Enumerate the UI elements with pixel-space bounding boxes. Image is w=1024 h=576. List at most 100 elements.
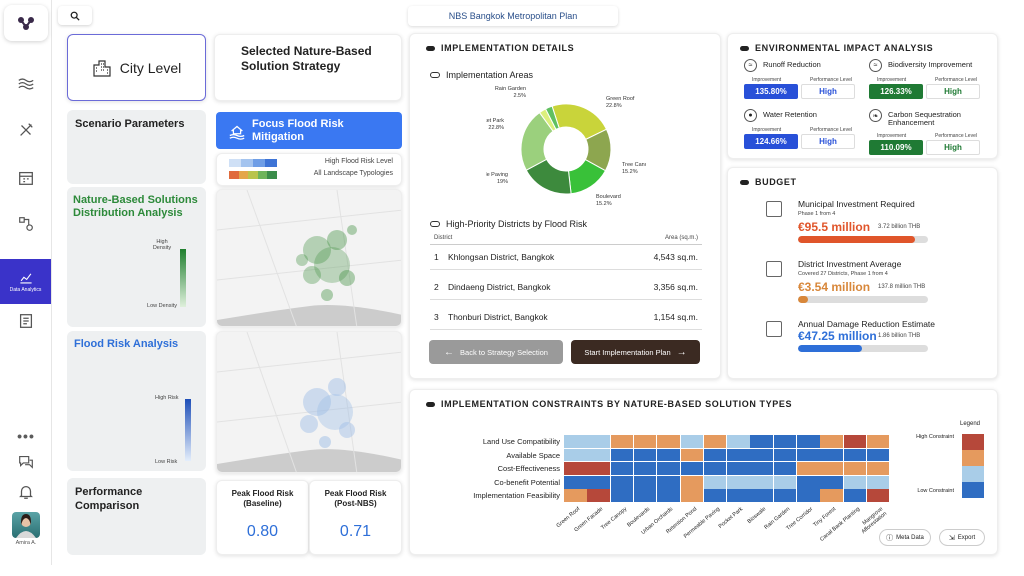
heatmap-cell[interactable] <box>797 435 820 448</box>
nav-tools[interactable] <box>10 114 42 146</box>
city-level-card[interactable]: City Level <box>67 34 206 101</box>
constraint-row-label: Land Use Compatibility <box>482 437 560 446</box>
heatmap-cell[interactable] <box>564 475 587 489</box>
heatmap-cell[interactable] <box>633 435 657 448</box>
heatmap-cell[interactable] <box>797 475 820 489</box>
heatmap-cell[interactable] <box>680 462 703 475</box>
heatmap-cell[interactable] <box>564 462 587 475</box>
heatmap-cell[interactable] <box>843 435 867 448</box>
donut-slice-label: Permeable Paving <box>486 172 508 178</box>
heatmap-cell[interactable] <box>727 435 750 448</box>
nav-calendar[interactable] <box>10 162 42 194</box>
nav-data-analytics[interactable]: Data Analytics <box>0 259 51 304</box>
heatmap-cell[interactable] <box>866 462 890 475</box>
heatmap-cell[interactable] <box>633 475 657 489</box>
heatmap-cell[interactable] <box>680 448 703 462</box>
heatmap-cell[interactable] <box>820 435 843 448</box>
heatmap-cell[interactable] <box>866 435 890 448</box>
heatmap-cell[interactable] <box>610 435 634 448</box>
donut-slice[interactable] <box>544 105 560 131</box>
nbs-density-map[interactable] <box>216 189 402 327</box>
heatmap-cell[interactable] <box>587 435 610 448</box>
flood-risk-map[interactable] <box>216 331 402 473</box>
heatmap-cell[interactable] <box>820 489 843 503</box>
nav-notifications[interactable] <box>10 476 42 508</box>
heatmap-cell[interactable] <box>564 489 587 503</box>
heatmap-cell[interactable] <box>610 475 634 489</box>
heatmap-cell[interactable] <box>843 489 867 503</box>
heatmap-cell[interactable] <box>703 435 727 448</box>
heatmap-cell[interactable] <box>797 462 820 475</box>
budget-value: €95.5 million <box>798 220 871 234</box>
export-button[interactable]: ⇲ Export <box>939 529 985 546</box>
focus-flood-risk-button[interactable]: Focus Flood Risk Mitigation <box>216 112 402 149</box>
start-implementation-button[interactable]: Start Implementation Plan → <box>571 340 700 364</box>
heatmap-cell[interactable] <box>587 462 610 475</box>
budget-card: BUDGET Municipal Investment Required Phas… <box>727 167 998 379</box>
heatmap-cell[interactable] <box>750 489 773 503</box>
heatmap-cell[interactable] <box>797 448 820 462</box>
heatmap-cell[interactable] <box>750 448 773 462</box>
heatmap-cell[interactable] <box>820 475 843 489</box>
heatmap-cell[interactable] <box>843 448 867 462</box>
nav-waves[interactable] <box>10 68 42 100</box>
heatmap-cell[interactable] <box>843 462 867 475</box>
more-icon[interactable]: ••• <box>17 428 35 444</box>
heatmap-cell[interactable] <box>680 435 703 448</box>
heatmap-cell[interactable] <box>727 489 750 503</box>
heatmap-cell[interactable] <box>820 448 843 462</box>
districts-title: High-Priority Districts by Flood Risk <box>430 219 587 229</box>
heatmap-cell[interactable] <box>657 489 680 503</box>
heatmap-cell[interactable] <box>773 462 797 475</box>
heatmap-cell[interactable] <box>587 475 610 489</box>
heatmap-cell[interactable] <box>564 435 587 448</box>
heatmap-cell[interactable] <box>657 462 680 475</box>
heatmap-cell[interactable] <box>797 489 820 503</box>
heatmap-cell[interactable] <box>633 448 657 462</box>
heatmap-cell[interactable] <box>773 435 797 448</box>
heatmap-cell[interactable] <box>680 475 703 489</box>
heatmap-cell[interactable] <box>633 489 657 503</box>
nav-chat[interactable] <box>10 446 42 478</box>
heatmap-cell[interactable] <box>750 435 773 448</box>
heatmap-cell[interactable] <box>773 475 797 489</box>
heatmap-cell[interactable] <box>820 462 843 475</box>
heatmap-cell[interactable] <box>564 448 587 462</box>
heatmap-cell[interactable] <box>703 448 727 462</box>
heatmap-cell[interactable] <box>866 489 890 503</box>
heatmap-cell[interactable] <box>657 475 680 489</box>
heatmap-cell[interactable] <box>703 475 727 489</box>
heatmap-cell[interactable] <box>633 462 657 475</box>
peak-post-card: Peak Flood Risk (Post-NBS) 0.71 <box>309 480 402 555</box>
heatmap-cell[interactable] <box>866 475 890 489</box>
heatmap-cell[interactable] <box>750 475 773 489</box>
avatar[interactable] <box>12 512 40 538</box>
heatmap-cell[interactable] <box>703 489 727 503</box>
heatmap-cell[interactable] <box>680 489 703 503</box>
heatmap-cell[interactable] <box>843 475 867 489</box>
heatmap-cell[interactable] <box>657 448 680 462</box>
meta-data-button[interactable]: ⓘ Meta Data <box>879 529 931 546</box>
heatmap-cell[interactable] <box>727 448 750 462</box>
nav-routes[interactable] <box>10 208 42 240</box>
heatmap-cell[interactable] <box>773 448 797 462</box>
heatmap-cell[interactable] <box>587 448 610 462</box>
heatmap-cell[interactable] <box>727 475 750 489</box>
environmental-header: ENVIRONMENTAL IMPACT ANALYSIS <box>740 43 933 53</box>
app-logo[interactable] <box>4 5 48 41</box>
heatmap-cell[interactable] <box>703 462 727 475</box>
heatmap-cell[interactable] <box>866 448 890 462</box>
heatmap-cell[interactable] <box>727 462 750 475</box>
nav-report[interactable] <box>10 305 42 337</box>
improvement-label: Improvement <box>877 133 907 139</box>
heatmap-cell[interactable] <box>773 489 797 503</box>
back-to-strategy-button[interactable]: ← Back to Strategy Selection <box>429 340 563 364</box>
heatmap-cell[interactable] <box>610 448 634 462</box>
heatmap-cell[interactable] <box>610 462 634 475</box>
heatmap-cell[interactable] <box>587 489 610 503</box>
heatmap-cell[interactable] <box>750 462 773 475</box>
heatmap-cell[interactable] <box>657 435 680 448</box>
budget-progress-bar <box>798 345 928 352</box>
heatmap-cell[interactable] <box>610 489 634 503</box>
search-button[interactable] <box>58 6 92 25</box>
